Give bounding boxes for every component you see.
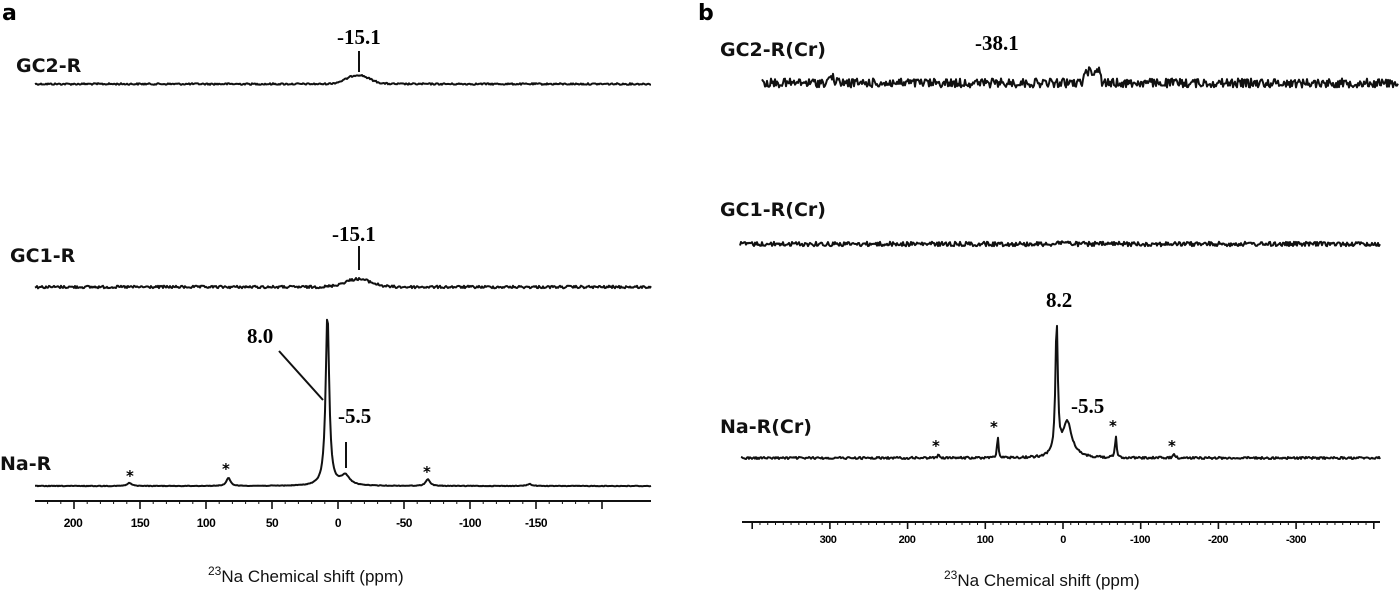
tick-label: 300 <box>820 534 837 546</box>
tick-label: 0 <box>335 516 342 530</box>
tick-label: 200 <box>899 534 916 546</box>
x-axis-ticks-a <box>47 501 603 509</box>
x-axis-a: 200 150 100 50 0 -50 -100 -150 23Na Chem… <box>35 500 651 586</box>
tick-label: -200 <box>1208 534 1228 546</box>
x-axis-title-b: 23Na Chemical shift (ppm) <box>944 568 1140 590</box>
sideband-star-2: * <box>222 460 230 478</box>
spectrum-label-na-r-cr: Na-R(Cr) <box>720 416 812 438</box>
panel-a-letter: a <box>2 1 17 26</box>
panel-a: a GC2-R -15.1 GC1-R -15.1 Na-R 8.0 -5.5 … <box>0 1 652 586</box>
tick-label: -100 <box>459 516 482 530</box>
tick-label: -300 <box>1286 534 1306 546</box>
axis-title-superscript: 23 <box>944 568 958 582</box>
sideband-star-4: * <box>1168 437 1176 455</box>
spectrum-trace-na-r-cr <box>740 324 1381 461</box>
tick-label: -50 <box>396 516 413 530</box>
sideband-star-1: * <box>126 467 134 485</box>
spectrum-trace-gc2-r-cr <box>761 66 1399 89</box>
sideband-star-3: * <box>1109 417 1117 435</box>
peak-label-minus-5-5: -5.5 <box>338 404 371 428</box>
panel-b-letter: b <box>698 1 714 26</box>
peak-label-gc2-r: -15.1 <box>337 25 381 49</box>
tick-label: 150 <box>131 516 150 530</box>
peak-label-8-2: 8.2 <box>1046 288 1072 312</box>
tick-label: -150 <box>525 516 548 530</box>
peak-label-8-0: 8.0 <box>247 324 273 348</box>
tick-label: 0 <box>1060 534 1066 546</box>
tick-label: 200 <box>64 516 83 530</box>
axis-title-text: Na Chemical shift (ppm) <box>221 567 403 586</box>
spectrum-label-na-r: Na-R <box>0 453 52 475</box>
peak-label-minus-5-5-b: -5.5 <box>1071 394 1104 418</box>
axis-title-superscript: 23 <box>208 564 222 578</box>
spectrum-trace-gc1-r <box>34 277 652 290</box>
x-axis-b: 300 200 100 0 -100 -200 -300 23Na Chemic… <box>742 521 1380 590</box>
tick-label: 50 <box>266 516 279 530</box>
x-axis-ticks-b <box>751 522 1375 529</box>
panel-b: b GC2-R(Cr) -38.1 GC1-R(Cr) Na-R(Cr) 8.2… <box>698 1 1399 590</box>
spectrum-label-gc2-r-cr: GC2-R(Cr) <box>720 39 826 61</box>
sideband-star-3: * <box>423 463 431 481</box>
spectrum-trace-gc1-r-cr <box>739 240 1381 248</box>
peak-leader-8-0 <box>278 350 324 401</box>
peak-label-minus-38-1: -38.1 <box>975 31 1019 55</box>
sideband-star-2: * <box>990 418 998 436</box>
peak-label-gc1-r: -15.1 <box>332 222 376 246</box>
x-axis-title-a: 23Na Chemical shift (ppm) <box>208 564 404 586</box>
tick-label: 100 <box>977 534 994 546</box>
axis-title-text: Na Chemical shift (ppm) <box>957 571 1139 590</box>
spectrum-trace-gc2-r <box>34 74 651 86</box>
spectrum-label-gc1-r: GC1-R <box>10 245 76 267</box>
tick-label: -100 <box>1130 534 1150 546</box>
spectrum-trace-na-r <box>35 318 652 488</box>
spectrum-label-gc1-r-cr: GC1-R(Cr) <box>720 199 826 221</box>
sideband-star-1: * <box>932 437 940 455</box>
spectrum-label-gc2-r: GC2-R <box>16 55 82 77</box>
tick-label: 100 <box>197 516 216 530</box>
